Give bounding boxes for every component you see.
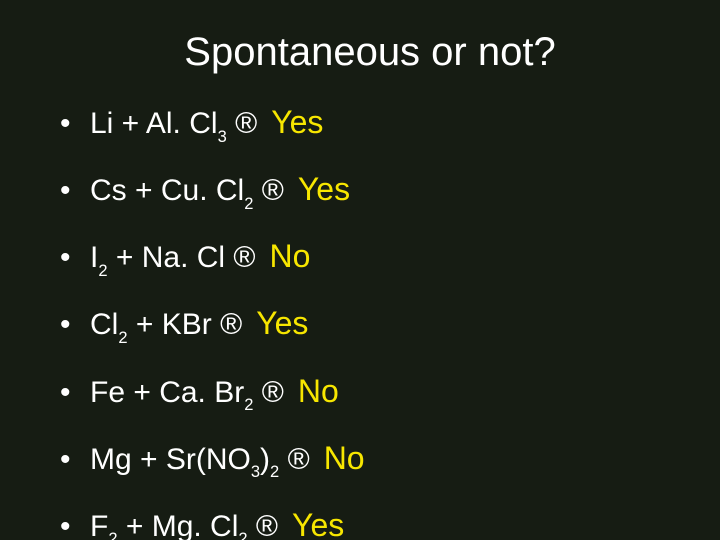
reaction-list: • Li + Al. Cl3 ® Yes • Cs + Cu. Cl2 ® Ye… xyxy=(60,105,680,540)
answer-text: No xyxy=(270,239,311,274)
slide: Spontaneous or not? • Li + Al. Cl3 ® Yes… xyxy=(0,0,720,540)
answer-text: Yes xyxy=(298,172,350,207)
reaction-text: Li + Al. Cl3 ® xyxy=(90,107,257,144)
reaction-text: I2 + Na. Cl ® xyxy=(90,241,256,278)
reaction-text: Fe + Ca. Br2 ® xyxy=(90,376,284,413)
bullet-icon: • xyxy=(60,376,80,409)
reaction-text: Mg + Sr(NO3)2 ® xyxy=(90,443,310,480)
arrow-icon: ® xyxy=(262,174,284,207)
arrow-icon: ® xyxy=(262,376,284,409)
answer-text: No xyxy=(324,441,365,476)
answer-text: No xyxy=(298,374,339,409)
list-item: • Fe + Ca. Br2 ® No xyxy=(60,374,680,413)
list-item: • Mg + Sr(NO3)2 ® No xyxy=(60,441,680,480)
arrow-icon: ® xyxy=(288,443,310,476)
reaction-text: Cl2 + KBr ® xyxy=(90,308,242,345)
arrow-icon: ® xyxy=(235,107,257,140)
arrow-icon: ® xyxy=(256,510,278,540)
slide-title: Spontaneous or not? xyxy=(60,30,680,75)
bullet-icon: • xyxy=(60,241,80,274)
answer-text: Yes xyxy=(292,508,344,540)
answer-text: Yes xyxy=(271,105,323,140)
bullet-icon: • xyxy=(60,308,80,341)
bullet-icon: • xyxy=(60,174,80,207)
answer-text: Yes xyxy=(256,306,308,341)
bullet-icon: • xyxy=(60,510,80,540)
list-item: • Cl2 + KBr ® Yes xyxy=(60,306,680,345)
bullet-icon: • xyxy=(60,443,80,476)
list-item: • Cs + Cu. Cl2 ® Yes xyxy=(60,172,680,211)
arrow-icon: ® xyxy=(220,308,242,341)
list-item: • F2 + Mg. Cl2 ® Yes xyxy=(60,508,680,540)
reaction-text: F2 + Mg. Cl2 ® xyxy=(90,510,278,540)
reaction-text: Cs + Cu. Cl2 ® xyxy=(90,174,284,211)
arrow-icon: ® xyxy=(233,241,255,274)
bullet-icon: • xyxy=(60,107,80,140)
list-item: • I2 + Na. Cl ® No xyxy=(60,239,680,278)
list-item: • Li + Al. Cl3 ® Yes xyxy=(60,105,680,144)
